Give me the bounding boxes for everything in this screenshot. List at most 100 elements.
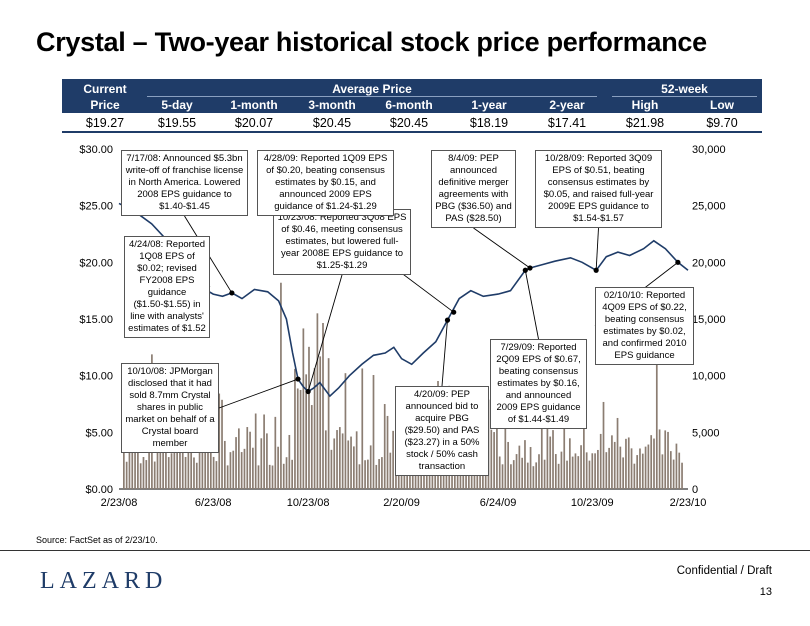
value-1month: $20.07 xyxy=(234,116,274,130)
volume-bar xyxy=(552,430,554,489)
volume-bar xyxy=(193,457,195,489)
x-tick-label: 2/20/09 xyxy=(383,497,420,509)
source-note: Source: FactSet as of 2/23/10. xyxy=(36,535,158,545)
volume-bar xyxy=(282,463,285,489)
x-tick-label: 2/23/08 xyxy=(101,497,138,509)
volume-bar xyxy=(554,454,557,489)
lazard-logo: LAZARD xyxy=(40,568,168,594)
right-tick-label: 10,000 xyxy=(692,371,726,383)
volume-bar xyxy=(179,429,181,489)
volume-bar xyxy=(625,438,627,489)
volume-bar xyxy=(156,428,159,489)
event-callout: 10/23/08: Reported 3Q08 EPS of $0.46, me… xyxy=(273,209,411,275)
volume-bar xyxy=(518,445,521,489)
volume-bar xyxy=(212,456,215,489)
volume-bar xyxy=(521,457,524,489)
value-1year: $18.19 xyxy=(469,116,509,130)
volume-bar xyxy=(667,431,669,489)
volume-bar xyxy=(594,453,596,489)
left-tick-label: $5.00 xyxy=(85,427,113,439)
volume-bar xyxy=(209,448,212,489)
callout-connector xyxy=(473,227,531,269)
volume-bar xyxy=(611,435,613,489)
volume-bar xyxy=(355,431,358,489)
volume-bar xyxy=(324,430,327,489)
volume-bar xyxy=(630,448,633,489)
volume-bar xyxy=(526,462,529,489)
volume-bar xyxy=(568,438,571,489)
confidential-label: Confidential / Draft xyxy=(676,565,772,577)
volume-bar xyxy=(627,437,630,489)
volume-bar xyxy=(181,431,184,489)
price-summary-table: Current Price Average Price 52-week 5-da… xyxy=(62,79,762,133)
volume-bar xyxy=(375,464,378,489)
x-tick-label: 10/23/09 xyxy=(571,497,614,509)
volume-bar xyxy=(361,368,364,489)
volume-bar xyxy=(602,401,605,489)
left-tick-label: $10.00 xyxy=(79,371,113,383)
average-divider xyxy=(147,96,597,97)
volume-bar xyxy=(580,445,582,489)
event-callout: 4/24/08: Reported 1Q08 EPS of $0.02; rev… xyxy=(124,236,210,338)
volume-bar xyxy=(678,452,681,489)
value-3month: $20.45 xyxy=(312,116,352,130)
volume-bar xyxy=(221,399,223,489)
volume-bar xyxy=(277,446,279,489)
volume-bar xyxy=(170,453,173,489)
event-callout: 02/10/10: Reported 4Q09 EPS of $0.22, be… xyxy=(595,287,694,365)
volume-bar xyxy=(238,428,240,489)
footer-rule xyxy=(0,550,810,551)
callout-connector xyxy=(218,378,299,409)
volume-bar xyxy=(364,460,366,489)
volume-bar xyxy=(574,453,577,489)
volume-bar xyxy=(585,452,588,489)
volume-bar xyxy=(246,427,249,489)
volume-bar xyxy=(190,440,193,489)
volume-bar xyxy=(636,455,639,489)
volume-bar xyxy=(302,328,305,489)
volume-bar xyxy=(372,375,375,489)
volume-bar xyxy=(378,459,380,489)
col-3month: 3-month xyxy=(308,98,356,112)
volume-bar xyxy=(319,356,322,489)
value-6month: $20.45 xyxy=(389,116,429,130)
volume-bar xyxy=(515,454,518,489)
event-callout: 10/10/08: JPMorgan disclosed that it had… xyxy=(121,363,219,453)
volume-bar xyxy=(336,430,338,489)
x-tick-label: 10/23/08 xyxy=(287,497,330,509)
volume-bar xyxy=(560,451,563,489)
table-row: $19.27 $19.55 $20.07 $20.45 $20.45 $18.1… xyxy=(62,113,762,133)
volume-bar xyxy=(386,415,389,489)
volume-bar xyxy=(195,462,198,489)
callout-connector xyxy=(595,227,599,271)
volume-bar xyxy=(653,438,655,489)
volume-bar xyxy=(296,388,299,489)
volume-bar xyxy=(167,457,170,489)
col-high: High xyxy=(631,98,659,112)
volume-bar xyxy=(381,457,383,489)
event-callout: 8/4/09: PEP announced definitive merger … xyxy=(431,150,516,228)
volume-bar xyxy=(139,463,142,489)
volume-bar xyxy=(383,404,386,489)
volume-bar xyxy=(577,456,580,489)
volume-bar xyxy=(664,430,667,489)
volume-bar xyxy=(353,446,355,489)
volume-bar xyxy=(294,368,296,489)
price-label: Price xyxy=(90,98,120,112)
volume-bar xyxy=(681,462,683,489)
volume-bar xyxy=(613,441,616,489)
volume-bar xyxy=(583,428,585,489)
volume-bar xyxy=(125,461,128,489)
volume-bar xyxy=(288,434,291,489)
volume-bar xyxy=(605,452,608,489)
volume-bar xyxy=(263,414,265,489)
volume-bar xyxy=(291,459,293,489)
left-tick-label: $15.00 xyxy=(79,314,113,326)
volume-bar xyxy=(529,447,532,489)
volume-bar xyxy=(641,453,644,489)
table-header: Current Price Average Price 52-week 5-da… xyxy=(62,79,762,113)
col-6month: 6-month xyxy=(385,98,433,112)
x-tick-label: 2/23/10 xyxy=(670,497,707,509)
volume-bar xyxy=(142,457,145,489)
volume-bar xyxy=(639,448,641,489)
